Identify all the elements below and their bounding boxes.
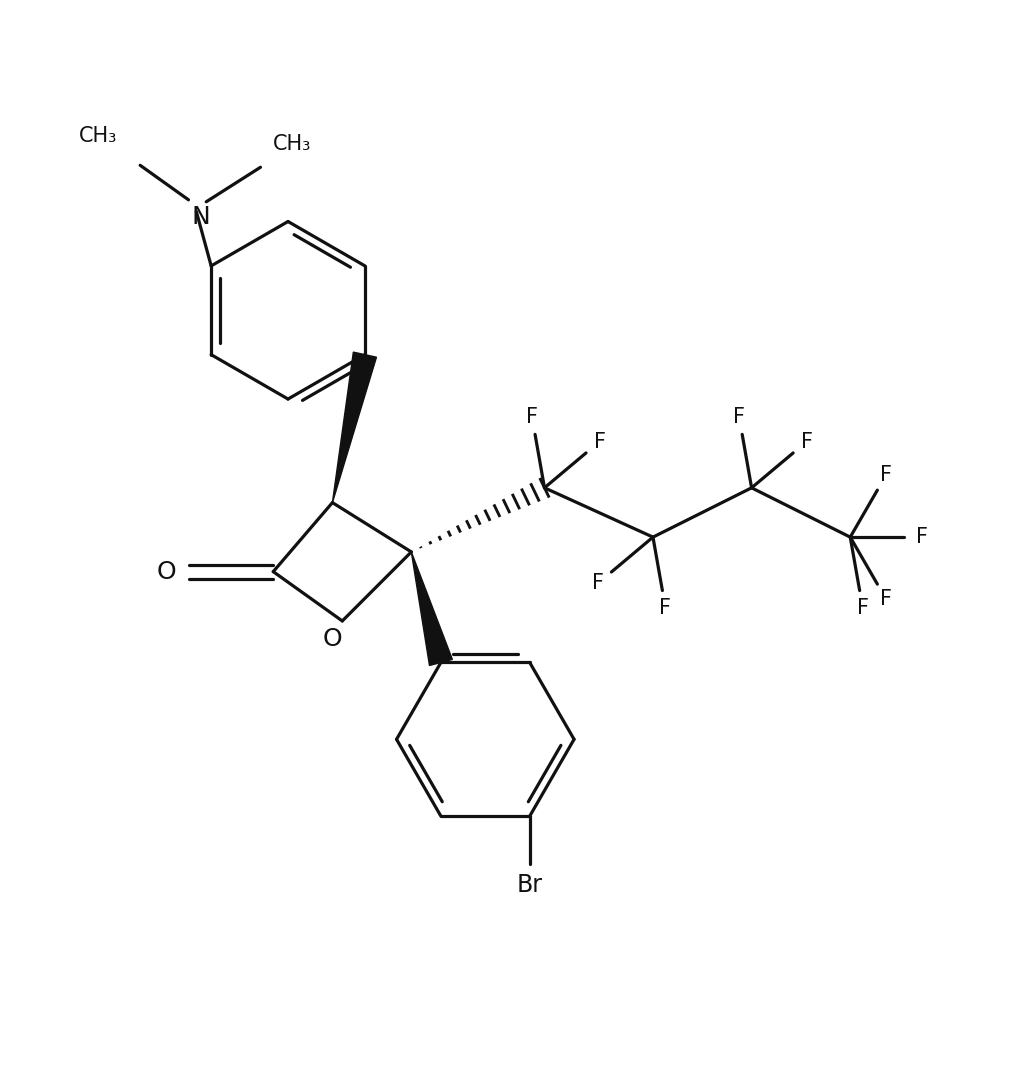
Polygon shape [412,551,452,665]
Polygon shape [333,352,376,502]
Text: F: F [857,598,869,618]
Text: F: F [880,590,892,609]
Text: F: F [526,407,538,427]
Text: F: F [659,598,671,618]
Text: O: O [157,559,176,583]
Text: Br: Br [517,874,542,898]
Text: F: F [593,431,605,451]
Text: CH₃: CH₃ [79,126,118,145]
Text: CH₃: CH₃ [274,134,311,154]
Text: F: F [917,527,928,547]
Text: F: F [733,407,745,427]
Text: F: F [592,573,603,593]
Text: O: O [322,627,343,651]
Text: N: N [192,204,211,228]
Text: F: F [801,431,813,451]
Text: F: F [880,465,892,485]
